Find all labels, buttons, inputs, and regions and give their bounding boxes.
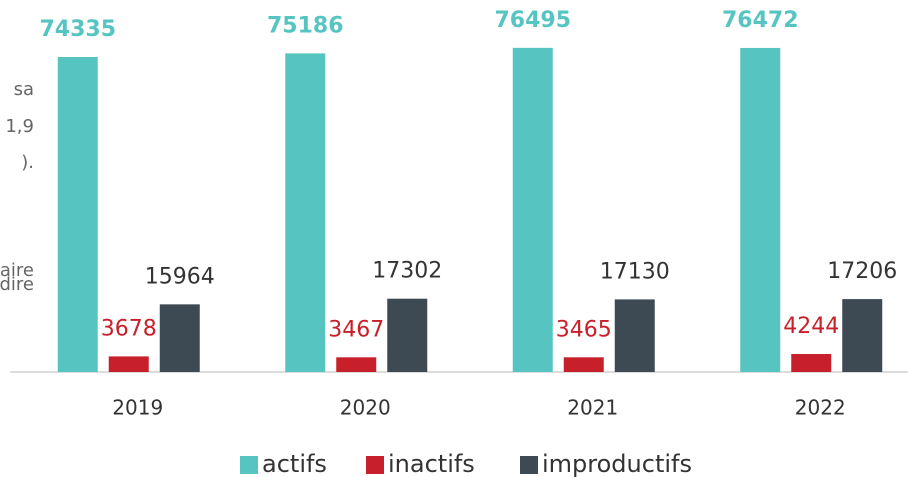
- data-label: 3465: [556, 317, 612, 342]
- legend-swatch: [366, 456, 384, 474]
- legend-label: actifs: [262, 450, 327, 477]
- bar: [336, 357, 377, 372]
- legend-swatch: [520, 456, 538, 474]
- bar: [740, 47, 781, 373]
- legend-label: inactifs: [388, 450, 475, 477]
- bar: [387, 298, 428, 372]
- annotation: dire: [0, 274, 34, 295]
- bar: [159, 304, 200, 372]
- data-label: 74335: [39, 17, 116, 42]
- data-label: 76495: [494, 8, 571, 33]
- x-tick-label: 2022: [795, 396, 846, 420]
- annotation: sa: [14, 79, 34, 100]
- bar: [57, 57, 98, 373]
- data-label: 4244: [783, 314, 839, 339]
- data-label: 76472: [722, 8, 799, 33]
- data-label: 75186: [267, 13, 344, 38]
- x-tick-label: 2020: [340, 396, 391, 420]
- bar: [842, 299, 883, 372]
- bar: [563, 357, 604, 372]
- annotation: aire: [0, 260, 34, 281]
- data-label: 3467: [328, 317, 384, 342]
- x-tick-label: 2019: [112, 396, 163, 420]
- bar: [791, 354, 832, 372]
- data-label: 17130: [600, 259, 670, 284]
- annotation: 1,9: [5, 116, 34, 137]
- data-label: 17206: [827, 259, 897, 284]
- bar: [512, 47, 553, 372]
- bar: [108, 356, 149, 372]
- bar: [285, 53, 326, 373]
- data-label: 3678: [101, 316, 157, 341]
- legend-swatch: [240, 456, 258, 474]
- bar: [614, 299, 655, 372]
- data-label: 15964: [145, 264, 215, 289]
- legend-label: improductifs: [542, 450, 692, 477]
- x-tick-label: 2021: [567, 396, 618, 420]
- annotation: ).: [21, 152, 34, 173]
- data-label: 17302: [372, 259, 442, 284]
